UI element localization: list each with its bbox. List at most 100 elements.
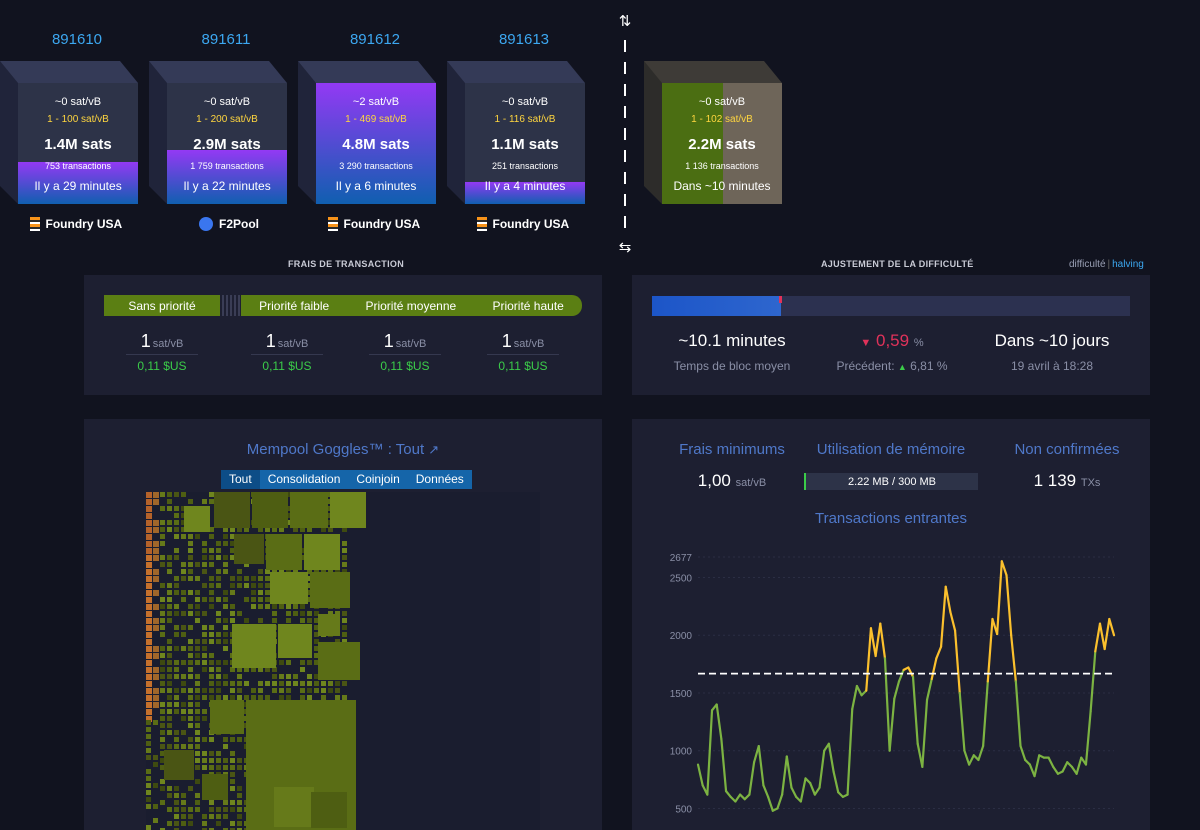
tx-square[interactable] bbox=[237, 674, 242, 679]
tx-square[interactable] bbox=[160, 618, 165, 623]
tx-square[interactable] bbox=[195, 597, 200, 602]
tx-square[interactable] bbox=[286, 695, 291, 700]
tx-square[interactable] bbox=[188, 821, 193, 826]
tx-square[interactable] bbox=[209, 828, 214, 830]
tx-square[interactable] bbox=[335, 681, 340, 686]
tx-square[interactable] bbox=[188, 625, 193, 630]
tx-square[interactable] bbox=[202, 597, 207, 602]
tx-square[interactable] bbox=[167, 527, 172, 532]
tx-square[interactable] bbox=[146, 688, 152, 694]
tx-square[interactable] bbox=[237, 814, 242, 819]
tx-square[interactable] bbox=[237, 793, 242, 798]
tx-square[interactable] bbox=[195, 744, 200, 749]
tx-square[interactable] bbox=[237, 583, 242, 588]
tx-square[interactable] bbox=[153, 755, 158, 760]
tx-square[interactable] bbox=[237, 821, 242, 826]
tx-square[interactable] bbox=[209, 562, 214, 567]
tx-square[interactable] bbox=[202, 751, 207, 756]
tx-square[interactable] bbox=[202, 499, 207, 504]
tx-square[interactable] bbox=[216, 639, 221, 644]
tx-square[interactable] bbox=[146, 499, 152, 505]
tx-square[interactable] bbox=[202, 653, 207, 658]
tx-square[interactable] bbox=[188, 562, 193, 567]
tx-square[interactable] bbox=[209, 660, 214, 665]
tx-square[interactable] bbox=[181, 492, 186, 497]
tx-square[interactable] bbox=[181, 506, 186, 511]
tx-square[interactable] bbox=[314, 653, 319, 658]
tx-square[interactable] bbox=[195, 793, 200, 798]
tx-square[interactable] bbox=[188, 604, 193, 609]
tx-square[interactable] bbox=[195, 604, 200, 609]
tx-square[interactable] bbox=[153, 720, 158, 725]
tx-square[interactable] bbox=[146, 755, 151, 760]
tx-square[interactable] bbox=[188, 646, 193, 651]
tx-square[interactable] bbox=[210, 700, 244, 734]
tx-square[interactable] bbox=[300, 688, 305, 693]
tx-square[interactable] bbox=[160, 723, 165, 728]
tx-square[interactable] bbox=[146, 625, 152, 631]
tx-square[interactable] bbox=[146, 716, 152, 722]
tx-square[interactable] bbox=[167, 744, 172, 749]
tx-square[interactable] bbox=[272, 569, 277, 574]
tx-square[interactable] bbox=[237, 611, 242, 616]
tx-square[interactable] bbox=[202, 548, 207, 553]
tx-square[interactable] bbox=[216, 660, 221, 665]
tx-square[interactable] bbox=[160, 527, 165, 532]
tx-square[interactable] bbox=[146, 555, 152, 561]
tx-square[interactable] bbox=[342, 618, 347, 623]
tx-square[interactable] bbox=[160, 632, 165, 637]
tx-square[interactable] bbox=[181, 793, 186, 798]
swap-arrows-icon[interactable]: ⇆ bbox=[618, 239, 632, 256]
tx-square[interactable] bbox=[237, 695, 242, 700]
tx-square[interactable] bbox=[209, 681, 214, 686]
mined-block[interactable]: ~0 sat/vB 1 - 200 sat/vB 2.9M sats 1 759 tr… bbox=[149, 61, 287, 204]
mined-block[interactable]: ~0 sat/vB 1 - 100 sat/vB 1.4M sats 753 tran… bbox=[0, 61, 138, 204]
tx-square[interactable] bbox=[209, 800, 214, 805]
tx-square[interactable] bbox=[146, 748, 151, 753]
tx-square[interactable] bbox=[314, 632, 319, 637]
tx-square[interactable] bbox=[160, 625, 165, 630]
tx-square[interactable] bbox=[146, 674, 152, 680]
tx-square[interactable] bbox=[195, 618, 200, 623]
tx-square[interactable] bbox=[230, 737, 235, 742]
tx-square[interactable] bbox=[342, 555, 347, 560]
mined-block[interactable]: ~0 sat/vB 1 - 116 sat/vB 1.1M sats 251 tran… bbox=[447, 61, 585, 204]
tx-square[interactable] bbox=[146, 639, 152, 645]
tx-square[interactable] bbox=[195, 702, 200, 707]
tx-square[interactable] bbox=[146, 646, 152, 652]
tx-square[interactable] bbox=[216, 667, 221, 672]
tx-square[interactable] bbox=[174, 709, 179, 714]
tx-square[interactable] bbox=[153, 688, 159, 694]
tx-square[interactable] bbox=[223, 618, 228, 623]
tab-consolidation[interactable]: Consolidation bbox=[267, 472, 341, 486]
tx-square[interactable] bbox=[216, 695, 221, 700]
tx-square[interactable] bbox=[146, 632, 152, 638]
tx-square[interactable] bbox=[244, 583, 249, 588]
tx-square[interactable] bbox=[153, 576, 159, 582]
tx-square[interactable] bbox=[342, 625, 347, 630]
tx-square[interactable] bbox=[146, 797, 151, 802]
tx-square[interactable] bbox=[174, 611, 179, 616]
tx-square[interactable] bbox=[188, 569, 193, 574]
tx-square[interactable] bbox=[146, 520, 152, 526]
tx-square[interactable] bbox=[307, 660, 312, 665]
tx-square[interactable] bbox=[146, 695, 152, 701]
tx-square[interactable] bbox=[160, 646, 165, 651]
tx-square[interactable] bbox=[232, 624, 276, 668]
tx-square[interactable] bbox=[216, 618, 221, 623]
tx-square[interactable] bbox=[286, 604, 291, 609]
tx-square[interactable] bbox=[202, 632, 207, 637]
tx-square[interactable] bbox=[146, 569, 152, 575]
tx-square[interactable] bbox=[153, 667, 159, 673]
tab-tout[interactable]: Tout bbox=[221, 470, 260, 489]
tx-square[interactable] bbox=[328, 569, 333, 574]
tx-square[interactable] bbox=[230, 667, 235, 672]
tx-square[interactable] bbox=[174, 660, 179, 665]
tx-square[interactable] bbox=[146, 562, 152, 568]
tx-square[interactable] bbox=[314, 688, 319, 693]
tx-square[interactable] bbox=[181, 744, 186, 749]
tx-square[interactable] bbox=[223, 639, 228, 644]
tx-square[interactable] bbox=[195, 709, 200, 714]
tx-square[interactable] bbox=[252, 492, 288, 528]
tx-square[interactable] bbox=[160, 555, 165, 560]
